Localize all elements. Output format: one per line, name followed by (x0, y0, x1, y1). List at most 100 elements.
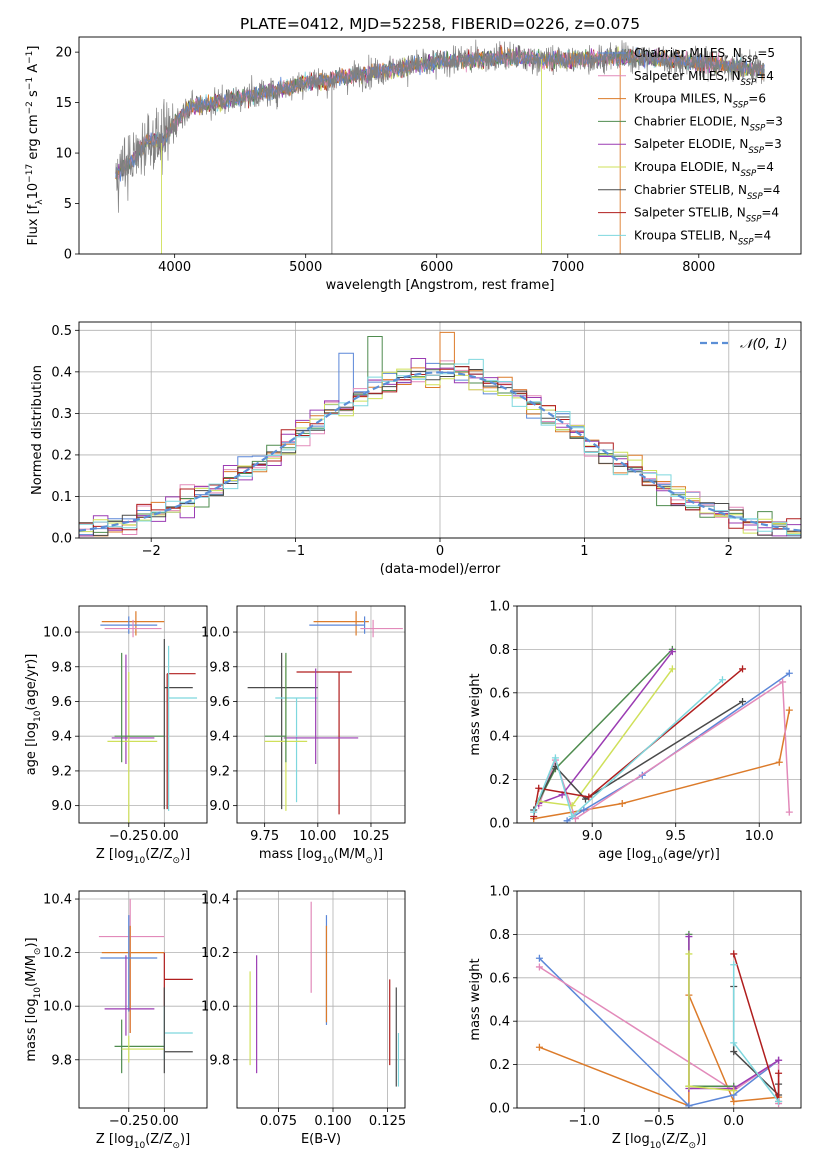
errorbar-point (114, 652, 165, 763)
y-tick-label: 0.8 (489, 928, 510, 943)
axes-frame (516, 605, 802, 824)
axes: −0.25 0.00 9.0 9.2 9.4 9.6 9.8 10.0 (43, 626, 179, 844)
plot-area (535, 930, 783, 1108)
grid (237, 891, 405, 1108)
errorbar-point (121, 1035, 165, 1063)
grid (79, 606, 207, 823)
weight-marker (535, 1043, 543, 1051)
errorbar-point (101, 925, 165, 1033)
y-tick-label: 9.2 (209, 764, 230, 779)
plot-area (247, 611, 403, 815)
x-tick-label: 9.5 (665, 829, 686, 844)
weight-series (730, 950, 783, 1105)
axes-frame (78, 321, 802, 539)
errorbar-point (114, 1019, 165, 1074)
histogram-step-line (79, 368, 801, 534)
x-tick-label: −1.0 (568, 1114, 600, 1129)
x-tick-label: 0.0 (723, 1114, 744, 1129)
axes-frame (78, 36, 802, 255)
y-tick-label: 10.0 (201, 626, 230, 641)
y-axis-label: Flux [fλ10−17 erg cm−2 s−1 A−1] (25, 46, 45, 246)
chart-title: PLATE=0412, MJD=52258, FIBERID=0226, z=0… (240, 15, 640, 33)
axes: 9.75 10.00 10.25 9.0 9.2 9.4 9.6 9.8 10.0 (201, 626, 390, 844)
weight-marker (685, 950, 693, 958)
weight-marker (730, 1039, 738, 1047)
legend-label: Chabrier ELODIE, NSSP=3 (634, 114, 783, 133)
weight-series (685, 930, 738, 1090)
weight-line (538, 648, 673, 802)
y-tick-label: 0.2 (489, 773, 510, 788)
y-tick-label: 9.8 (51, 660, 72, 675)
y-tick-label: 9.6 (209, 695, 230, 710)
y-tick-label: 0.6 (489, 971, 510, 986)
x-tick-label: 7000 (551, 260, 584, 275)
y-tick-label: 10.4 (43, 893, 72, 908)
x-tick-label: 0.125 (369, 1114, 406, 1129)
y-tick-label: 9.8 (51, 1053, 72, 1068)
x-axis-label: mass [log10(M/M⊙)] (259, 847, 383, 866)
y-tick-label: 10.2 (43, 946, 72, 961)
chart-mass_weight_vs_Z: −1.0 −0.5 0.0 0.0 0.2 0.4 0.6 0.8 1.0 (489, 885, 802, 1129)
x-tick-label: 9.75 (250, 829, 279, 844)
weight-line (538, 651, 673, 805)
errorbar-point (98, 899, 165, 1033)
weight-marker (730, 1097, 738, 1105)
y-tick-label: 0.5 (51, 324, 72, 339)
chart-spectrum: 4000 5000 6000 7000 8000 0 5 10 15 20 (55, 36, 802, 275)
weight-line (538, 957, 780, 1107)
x-tick-label: −0.5 (643, 1114, 675, 1129)
errorbar-point (168, 645, 198, 811)
errorbar-point (309, 616, 366, 634)
y-tick-label: 0 (64, 248, 72, 263)
errorbar-point (104, 955, 155, 1036)
y-axis-label: mass [log10(M/M⊙)] (24, 937, 43, 1061)
x-axis-label: E(B-V) (301, 1132, 341, 1147)
weight-series (730, 961, 783, 1105)
weight-marker (563, 817, 571, 823)
x-tick-label: 0.00 (150, 1114, 179, 1129)
weight-marker (730, 961, 738, 969)
y-axis-label: mass weight (468, 958, 483, 1040)
y-tick-label: 9.2 (51, 764, 72, 779)
weight-line (532, 668, 743, 817)
weight-series (530, 676, 726, 820)
errorbar-point (283, 668, 359, 764)
weight-marker (730, 1087, 738, 1095)
y-tick-label: 9.6 (51, 695, 72, 710)
y-tick-label: 10.4 (201, 893, 230, 908)
legend-label: Kroupa STELIB, NSSP=4 (634, 228, 771, 247)
x-tick-label: 8000 (682, 260, 715, 275)
weight-marker (685, 1082, 693, 1090)
plot-area (530, 645, 793, 823)
weight-marker (730, 950, 738, 958)
errorbar-point (313, 611, 369, 636)
y-tick-label: 1.0 (489, 600, 510, 615)
legend-label: 𝒩(0, 1) (740, 337, 787, 352)
x-tick-label: −0.25 (109, 829, 149, 844)
plot-area (115, 39, 765, 254)
weight-marker (785, 808, 793, 816)
axes: −0.25 0.00 9.8 10.0 10.2 10.4 (43, 893, 179, 1129)
y-tick-label: 0.4 (489, 730, 510, 745)
y-tick-label: 9.8 (209, 1053, 230, 1068)
errorbar-point (107, 671, 158, 823)
axes-frame (236, 890, 406, 1109)
y-tick-label: 0.4 (51, 365, 72, 380)
y-tick-label: 10.2 (201, 946, 230, 961)
y-tick-label: 0.2 (489, 1058, 510, 1073)
x-tick-label: 0 (436, 544, 444, 559)
y-axis-label: age [log10(age/yr)] (24, 654, 43, 776)
legend-label: Kroupa ELODIE, NSSP=4 (634, 160, 774, 179)
legend-label: Salpeter ELODIE, NSSP=3 (634, 137, 782, 156)
x-axis-label: Z [log10(Z/Z⊙)] (96, 1132, 190, 1151)
weight-line (566, 672, 790, 822)
errorbar-point (360, 619, 403, 638)
y-tick-label: 0.8 (489, 643, 510, 658)
weight-marker (530, 808, 538, 816)
errorbar-point (163, 952, 193, 1007)
y-tick-label: 10.0 (43, 1000, 72, 1015)
y-tick-label: 9.8 (209, 660, 230, 675)
grid (517, 605, 801, 824)
